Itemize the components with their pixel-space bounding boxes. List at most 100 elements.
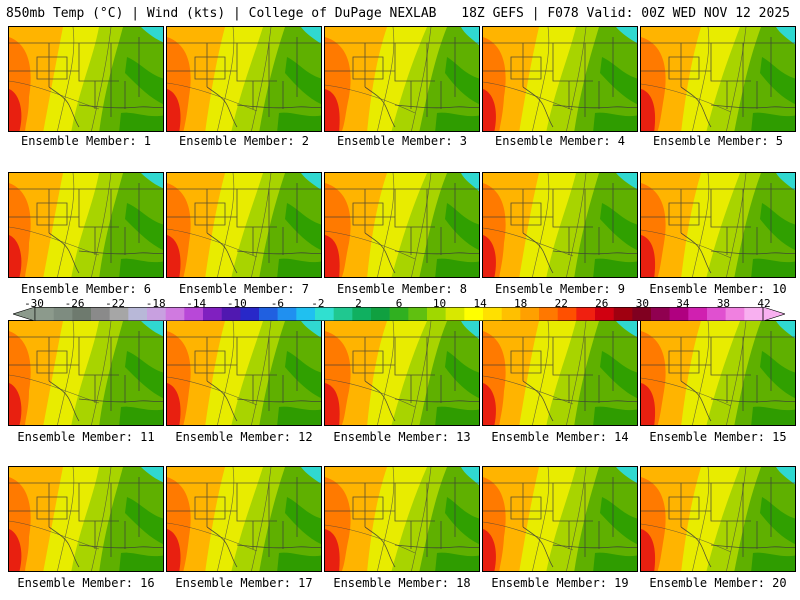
state-borders (641, 37, 795, 128)
temperature-field-map (483, 321, 637, 425)
colorbar-tick-label: -22 (105, 297, 126, 310)
temperature-field-map (641, 173, 795, 277)
colorbar-tick-label: -30 (24, 297, 44, 310)
ensemble-panel (482, 26, 638, 132)
colorbar-segment (128, 307, 148, 321)
temperature-field-map (9, 27, 163, 131)
colorbar-segment (613, 307, 633, 321)
colorbar-tick-label: 14 (473, 297, 487, 310)
ensemble-panel (8, 320, 164, 426)
isotherm-contours (167, 321, 272, 425)
ensemble-panel (166, 26, 322, 132)
temperature-field-map (167, 467, 321, 571)
temperature-field-map (641, 321, 795, 425)
colorbar-segment (688, 307, 708, 321)
state-borders (483, 183, 637, 274)
ensemble-member-label: Ensemble Member: 15 (649, 430, 787, 444)
colorbar-tick-label: 10 (432, 297, 447, 310)
ensemble-panel (482, 320, 638, 426)
state-borders (167, 331, 321, 422)
temperature-field-map (167, 173, 321, 277)
temperature-colorbar (13, 307, 785, 321)
colorbar-segment (483, 307, 502, 321)
ensemble-member-label: Ensemble Member: 12 (175, 430, 313, 444)
ensemble-member-label: Ensemble Member: 16 (17, 576, 155, 590)
ensemble-member-label: Ensemble Member: 9 (494, 282, 626, 296)
colorbar-segment (501, 307, 521, 321)
temperature-field-map (325, 321, 479, 425)
ensemble-panel (324, 466, 480, 572)
colorbar-segment (91, 307, 110, 321)
colorbar-tick-label: -10 (226, 297, 247, 310)
colorbar-segment (557, 307, 577, 321)
colorbar-segment (539, 307, 558, 321)
map-title: 850mb Temp (°C) | Wind (kts) | College o… (6, 6, 437, 21)
isotherm-contours (325, 467, 432, 571)
temperature-field-map (483, 467, 637, 571)
colorbar-segment (725, 307, 745, 321)
colorbar-tick-label: -6 (270, 297, 284, 310)
colorbar-tick-label: -14 (186, 297, 207, 310)
ensemble-member-label: Ensemble Member: 3 (336, 134, 468, 148)
ensemble-panel (166, 172, 322, 278)
colorbar-segment (333, 307, 353, 321)
colorbar-tick-label: -18 (145, 297, 166, 310)
colorbar-segment (520, 307, 540, 321)
temperature-field-map (9, 467, 163, 571)
state-borders (167, 477, 321, 568)
colorbar-segment (259, 307, 278, 321)
state-borders (325, 183, 479, 274)
colorbar-tick-label: 30 (635, 297, 649, 310)
ensemble-panel (324, 26, 480, 132)
ensemble-member-label: Ensemble Member: 8 (336, 282, 468, 296)
ensemble-panel (8, 466, 164, 572)
ensemble-member-label: Ensemble Member: 4 (494, 134, 626, 148)
isotherm-contours (641, 321, 747, 425)
colorbar-tick-label: -2 (311, 297, 325, 310)
colorbar-tick-label: 2 (355, 297, 362, 310)
colorbar-segment (389, 307, 409, 321)
ensemble-panel (8, 172, 164, 278)
state-borders (9, 331, 163, 422)
state-borders (167, 183, 321, 274)
ensemble-member-label: Ensemble Member: 17 (175, 576, 313, 590)
ensemble-member-label: Ensemble Member: 11 (17, 430, 155, 444)
colorbar-segment (53, 307, 73, 321)
temperature-field-map (9, 173, 163, 277)
temperature-field-map (325, 27, 479, 131)
temperature-field-map (325, 467, 479, 571)
ensemble-panel (166, 466, 322, 572)
colorbar-tick-label: 42 (757, 297, 771, 310)
isotherm-contours (325, 27, 432, 131)
colorbar-tick-label: 34 (676, 297, 690, 310)
colorbar-tick-label: 18 (514, 297, 528, 310)
ensemble-panel (324, 320, 480, 426)
state-borders (9, 37, 163, 128)
colorbar-segment (669, 307, 689, 321)
colorbar-tick-label: 26 (595, 297, 609, 310)
ensemble-panel (324, 172, 480, 278)
ensemble-member-label: Ensemble Member: 2 (178, 134, 310, 148)
state-borders (483, 331, 637, 422)
ensemble-member-label: Ensemble Member: 7 (178, 282, 310, 296)
ensemble-panel (166, 320, 322, 426)
colorbar-segment (651, 307, 670, 321)
ensemble-member-label: Ensemble Member: 6 (20, 282, 152, 296)
ensemble-member-label: Ensemble Member: 13 (333, 430, 471, 444)
state-borders (325, 477, 479, 568)
temperature-field-map (9, 321, 163, 425)
ensemble-member-label: Ensemble Member: 10 (649, 282, 787, 296)
state-borders (9, 477, 163, 568)
isotherm-contours (483, 27, 587, 131)
model-run-info: 18Z GEFS | F078 Valid: 00Z WED NOV 12 20… (461, 6, 790, 21)
state-borders (641, 183, 795, 274)
temperature-field-map (641, 27, 795, 131)
state-borders (9, 183, 163, 274)
colorbar-segment (744, 307, 764, 321)
ensemble-member-label: Ensemble Member: 1 (20, 134, 152, 148)
colorbar-segment (147, 307, 166, 321)
temperature-field-map (325, 173, 479, 277)
isotherm-contours (9, 467, 112, 571)
ensemble-member-label: Ensemble Member: 19 (491, 576, 629, 590)
ensemble-panel (640, 320, 796, 426)
